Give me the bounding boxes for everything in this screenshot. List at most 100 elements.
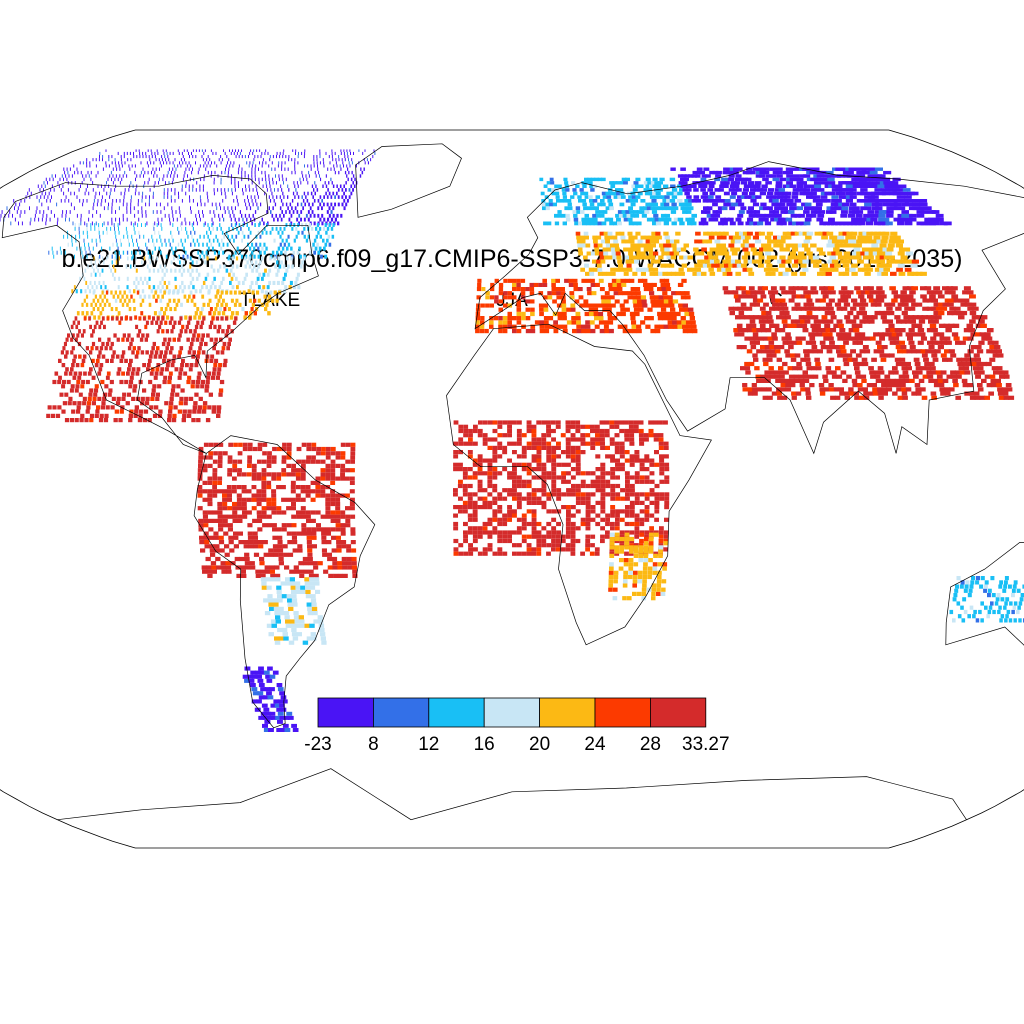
data-cell xyxy=(920,221,929,226)
data-cell xyxy=(120,242,122,247)
data-cell xyxy=(235,298,239,303)
data-cell xyxy=(112,181,114,185)
data-cell xyxy=(767,213,774,218)
data-cell xyxy=(283,611,290,616)
data-cell xyxy=(916,221,925,226)
data-cell xyxy=(116,242,118,247)
data-cell xyxy=(800,319,806,324)
data-cell xyxy=(243,315,247,320)
data-cell xyxy=(617,210,623,214)
data-cell xyxy=(128,307,132,312)
data-cell xyxy=(675,291,681,296)
data-cell xyxy=(200,320,205,325)
data-cell xyxy=(83,371,87,376)
data-cell xyxy=(736,323,743,328)
data-cell xyxy=(281,210,283,214)
data-cell xyxy=(297,230,300,235)
data-cell xyxy=(278,548,284,553)
data-cell xyxy=(327,565,333,570)
data-cell xyxy=(198,446,204,452)
data-cell xyxy=(831,199,839,203)
data-cell xyxy=(778,345,785,350)
data-cell xyxy=(779,247,786,252)
data-cell xyxy=(234,217,236,222)
data-cell xyxy=(269,199,272,203)
data-cell xyxy=(626,291,632,296)
data-cell xyxy=(302,556,308,562)
data-cell xyxy=(286,531,292,536)
data-cell xyxy=(786,184,793,188)
data-cell xyxy=(110,405,115,410)
data-cell xyxy=(911,271,919,276)
data-cell xyxy=(851,217,859,222)
data-cell xyxy=(173,307,177,312)
data-cell xyxy=(756,167,763,171)
data-cell xyxy=(141,298,145,303)
data-cell xyxy=(484,328,489,334)
data-cell xyxy=(169,396,174,401)
data-cell xyxy=(880,263,888,268)
data-cell xyxy=(84,242,85,247)
data-cell xyxy=(785,387,792,392)
data-cell xyxy=(82,254,84,259)
data-cell xyxy=(282,442,287,447)
data-cell xyxy=(279,691,285,696)
data-cell xyxy=(233,290,237,295)
data-cell xyxy=(274,636,280,641)
data-cell xyxy=(126,210,128,214)
data-cell xyxy=(282,177,284,182)
data-cell xyxy=(507,311,512,317)
data-cell xyxy=(662,316,668,321)
data-cell xyxy=(87,371,92,376)
data-cell xyxy=(547,291,552,296)
data-cell xyxy=(193,401,198,406)
data-cell xyxy=(158,158,160,162)
data-cell xyxy=(689,217,695,222)
data-cell xyxy=(315,476,321,481)
data-cell xyxy=(840,213,848,218)
data-cell xyxy=(603,231,609,236)
data-cell xyxy=(895,259,902,264)
data-cell xyxy=(604,328,610,334)
data-cell xyxy=(261,585,267,590)
data-cell xyxy=(890,271,897,276)
data-cell xyxy=(241,230,244,235)
data-cell xyxy=(52,250,54,255)
data-cell xyxy=(741,345,747,350)
data-cell xyxy=(117,294,120,299)
data-cell xyxy=(154,151,156,155)
data-cell xyxy=(736,235,743,240)
data-cell xyxy=(197,485,203,490)
data-cell xyxy=(352,573,358,578)
data-cell xyxy=(752,202,760,207)
data-cell xyxy=(748,286,755,291)
data-cell xyxy=(270,210,272,214)
data-cell xyxy=(664,195,670,199)
data-cell xyxy=(70,202,72,207)
data-cell xyxy=(658,295,664,300)
data-cell xyxy=(57,379,62,385)
data-cell xyxy=(241,501,247,507)
data-cell xyxy=(326,195,329,199)
data-cell xyxy=(805,167,813,171)
data-cell xyxy=(742,328,749,333)
data-cell xyxy=(99,191,100,196)
data-cell xyxy=(332,561,338,566)
data-cell xyxy=(294,164,296,168)
data-cell xyxy=(202,210,203,214)
data-cell xyxy=(296,272,300,277)
data-cell xyxy=(266,485,272,490)
data-cell xyxy=(150,289,154,294)
data-cell xyxy=(184,170,186,175)
data-cell xyxy=(106,181,107,185)
data-cell xyxy=(683,307,689,312)
data-cell xyxy=(237,506,242,511)
data-cell xyxy=(872,239,880,244)
data-cell xyxy=(115,199,117,203)
data-cell xyxy=(221,170,223,175)
data-cell xyxy=(886,259,894,264)
data-cell xyxy=(335,506,341,511)
data-cell xyxy=(869,170,878,175)
data-cell xyxy=(225,195,227,199)
data-cell xyxy=(181,188,183,192)
